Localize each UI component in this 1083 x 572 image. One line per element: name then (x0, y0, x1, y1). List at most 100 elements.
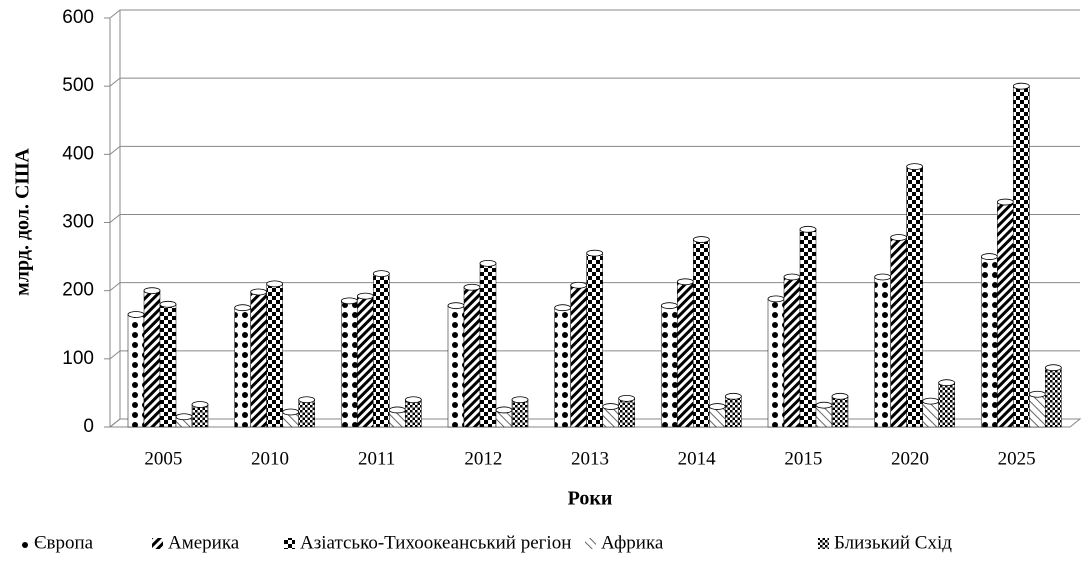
legend-label: Африка (601, 532, 664, 553)
bar (234, 307, 251, 428)
bar-top (980, 253, 998, 260)
bar (831, 396, 849, 428)
bar (159, 304, 177, 428)
x-tick-label: 2015 (784, 448, 822, 469)
bar (725, 396, 742, 428)
bar (661, 305, 678, 428)
grid-line (109, 418, 121, 428)
grid-line (109, 350, 121, 360)
bar-top (266, 280, 284, 288)
legend-label: Азіатсько-Тихоокеанський регіон (300, 532, 571, 553)
bar-top (143, 287, 161, 295)
bar (677, 281, 694, 428)
x-tick-label: 2011 (358, 448, 395, 469)
bar-top (831, 392, 849, 400)
bar-top (890, 234, 908, 241)
x-tick-label: 2025 (998, 448, 1036, 469)
legend-label: Близький Схід (834, 532, 952, 553)
grid-line (109, 145, 121, 155)
bar-top (724, 392, 742, 400)
bar-top (463, 283, 481, 291)
bar (1013, 85, 1030, 428)
bar (298, 399, 315, 428)
bar (341, 300, 358, 428)
bar (1045, 367, 1062, 428)
bar (1029, 394, 1046, 428)
bar (250, 291, 267, 428)
bar-top (1012, 82, 1030, 90)
bar-top (906, 163, 924, 171)
bar-top (618, 394, 636, 402)
bar-top (250, 288, 268, 296)
grid-line (109, 214, 121, 223)
bar (618, 398, 635, 428)
x-tick-label: 2010 (251, 448, 289, 469)
bar-top (495, 406, 513, 414)
x-tick-label: 2005 (144, 448, 182, 469)
bar (463, 287, 481, 428)
bar (143, 290, 161, 428)
bar (693, 239, 710, 428)
bar (783, 276, 801, 428)
bar (479, 263, 497, 428)
bar-top (783, 273, 801, 281)
bar-top (234, 304, 252, 312)
x-axis-title: Роки (568, 488, 613, 510)
bar (405, 399, 422, 428)
bar-top (938, 379, 956, 387)
x-tick-label: 2013 (571, 448, 609, 469)
bar (767, 298, 785, 428)
bar-top (554, 304, 572, 312)
bar-top (602, 403, 620, 410)
bar (890, 237, 907, 428)
bar (938, 382, 955, 428)
bar-top (388, 406, 406, 414)
y-tick-label: 100 (62, 348, 94, 369)
y-tick-label: 0 (83, 416, 94, 437)
bar-top (340, 297, 358, 305)
legend-swatch (284, 538, 295, 549)
grid-line (109, 77, 121, 87)
bar-top (175, 413, 193, 421)
bar-top (159, 300, 177, 308)
bar-top (660, 302, 678, 310)
bar-top (874, 273, 892, 281)
y-tick-label: 400 (62, 143, 94, 164)
bar-top (1044, 364, 1062, 372)
bar (799, 229, 817, 428)
bar (127, 314, 145, 428)
bar-top (298, 396, 316, 404)
grid-line (109, 282, 121, 292)
bar (373, 273, 390, 428)
bar (447, 305, 465, 428)
y-tick-label: 300 (62, 212, 94, 233)
bar (570, 284, 587, 428)
legend-label: Америка (168, 532, 240, 553)
bar-top (191, 401, 209, 408)
bar-top (372, 270, 390, 278)
legend-swatch (585, 538, 596, 549)
bar-top (404, 396, 422, 404)
bar-top (996, 198, 1014, 206)
bar-top (586, 249, 604, 257)
bar-top (708, 403, 726, 410)
bar-top (922, 397, 940, 405)
bar-top (799, 225, 817, 233)
legend-swatch (18, 538, 29, 549)
bar-top (676, 278, 694, 286)
x-tick-label: 2012 (464, 448, 502, 469)
bar (981, 256, 998, 428)
bar-top (356, 292, 374, 300)
bar (357, 295, 374, 428)
y-tick-label: 500 (62, 75, 94, 96)
legend-swatch (818, 538, 829, 549)
legend-swatch (152, 538, 163, 549)
bar (874, 276, 891, 428)
bar-top (511, 396, 529, 404)
bar (266, 283, 283, 428)
bar (554, 307, 571, 428)
legend-label: Європа (34, 532, 94, 553)
y-tick-label: 200 (62, 280, 94, 301)
bar (997, 201, 1014, 428)
